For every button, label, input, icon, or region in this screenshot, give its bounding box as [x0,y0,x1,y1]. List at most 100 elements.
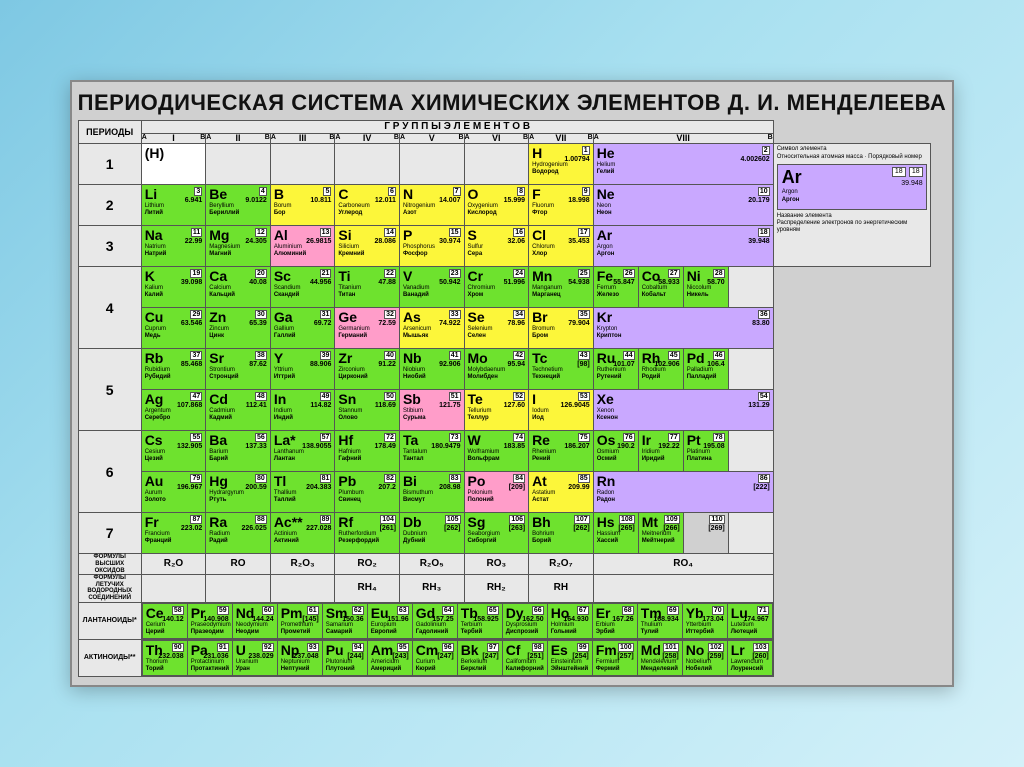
element-cell: V2350.942VanadiumВанадий [399,267,464,308]
element-cell: Pr59140.908PraseodymiumПразеодим [187,603,232,638]
element-cell: He24.002602HeliumГелий [593,144,773,185]
oxide-formula: RO₄ [593,554,773,575]
empty-cell [728,267,773,308]
element-cell: Bh107[262]BohriumБорий [529,513,594,554]
period-number: 4 [78,267,141,349]
empty-cell [728,431,773,472]
hydride-formula [141,575,206,602]
element-cell: Zr4091.22ZirconiumЦирконий [335,349,400,390]
element-cell: Es99[254]EinsteiniumЭйнштейний [547,640,592,675]
element-cell: Ir77192.22IridiumИридий [638,431,683,472]
element-cell: Pm61[145]PromethiumПрометий [277,603,322,638]
element-cell: Dy66162.50DysprosiumДиспрозий [502,603,547,638]
period-number: 6 [78,431,141,513]
period-number: 2 [78,185,141,226]
element-cell: Mn2554.938ManganumМарганец [529,267,594,308]
element-cell: Ca2040.08CalciumКальций [206,267,271,308]
hydride-formula: RH₃ [399,575,464,602]
element-cell: Tm69168.934ThuliumТулий [637,603,682,638]
element-cell: Li36.941LithiumЛитий [141,185,206,226]
element-cell: Fe2655.847FerrumЖелезо [593,267,638,308]
group-col: A VII B [529,134,594,144]
element-cell: Br3579.904BromumБром [529,308,594,349]
element-cell: Fm100[257]FermiumФермий [592,640,637,675]
hydride-label: ФОРМУЛЫ ЛЕТУЧИХ ВОДОРОДНЫХ СОЕДИНЕНИЙ [78,575,141,602]
element-cell: Cu2963.546CuprumМедь [141,308,206,349]
element-cell: 110[269] [683,513,728,554]
oxide-formula: RO [206,554,271,575]
oxide-formula: R₂O₇ [529,554,594,575]
element-cell: H11.00794HydrogeniumВодород [529,144,594,185]
element-cell: Kr3683.80KryptonКриптон [593,308,773,349]
element-cell: Ti2247.88TitaniumТитан [335,267,400,308]
element-cell: Co2758.933CobaltumКобальт [638,267,683,308]
element-cell: Pd46106.4PalladiumПалладий [683,349,728,390]
oxide-formula: R₂O₅ [399,554,464,575]
empty-cell [464,144,529,185]
empty-cell [206,144,271,185]
oxide-formula: RO₂ [335,554,400,575]
group-col: A I B [141,134,206,144]
element-cell: Re75186.207RheniumРений [529,431,594,472]
groups-header: Г Р У П П Ы Э Л Е М Е Н Т О В [141,121,773,134]
element-cell: Au79196.967AurumЗолото [141,472,206,513]
element-cell: Tb65158.925TerbiumТербий [457,603,502,638]
element-cell: Hs108[265]HassiumХассий [593,513,638,554]
oxide-formula: R₂O₃ [270,554,335,575]
element-cell: Bk97[247]BerkeliumБерклий [457,640,502,675]
element-cell: Cd48112.41CadmiumКадмий [206,390,271,431]
element-cell: Ga3169.72GalliumГаллий [270,308,335,349]
period-number: 1 [78,144,141,185]
element-cell: Hf72178.49HafniumГафний [335,431,400,472]
element-cell: Lr103[260]LawrenciumЛоуренсий [727,640,772,675]
element-cell: P1530.974PhosphorusФосфор [399,226,464,267]
element-cell: Ru44101.07RutheniumРутений [593,349,638,390]
element-cell: Sm62150.36SamariumСамарий [322,603,367,638]
element-cell: Os76190.2OsmiumОсмий [593,431,638,472]
element-cell: Pt78195.08PlatinumПлатина [683,431,728,472]
element-cell: Sg106[263]SeaborgiumСиборгий [464,513,529,554]
group-col: A IV B [335,134,400,144]
empty-cell [399,144,464,185]
element-cell: Cm96[247]CuriumКюрий [412,640,457,675]
element-cell: Pa91231.036ProtactiniumПротактиний [187,640,232,675]
element-cell: Rn86[222]RadonРадон [593,472,773,513]
element-cell: Bi83208.98BismuthumВисмут [399,472,464,513]
hydride-formula [206,575,271,602]
element-cell: Xe54131.29XenonКсенон [593,390,773,431]
period-number: 3 [78,226,141,267]
element-cell: Hg80200.59HydrargyrumРтуть [206,472,271,513]
element-cell: Ce58140.12CeriumЦерий [142,603,187,638]
element-cell: Tc43[98]TechnetiumТехнеций [529,349,594,390]
element-cell: U92238.029UraniumУран [232,640,277,675]
element-cell: Ac**89227.028ActiniumАктиний [270,513,335,554]
element-cell: Ni2858.70NiccolumНикель [683,267,728,308]
element-cell: In49114.82IndiumИндий [270,390,335,431]
element-cell: Al1326.9815AluminiumАлюминий [270,226,335,267]
element-cell: As3374.922ArsenicumМышьяк [399,308,464,349]
element-cell: Rb3785.468RubidiumРубидий [141,349,206,390]
period-number: 7 [78,513,141,554]
element-cell: Sc2144.956ScandiumСкандий [270,267,335,308]
element-cell: Yb70173.04YtterbiumИттербий [682,603,727,638]
group-col: A V B [399,134,464,144]
element-cell: O815.999OxygeniumКислород [464,185,529,226]
lanthanides-label: ЛАНТАНОИДЫ* [78,602,141,639]
hydride-formula: RH₄ [335,575,400,602]
element-cell: Db105[262]DubniumДубний [399,513,464,554]
hydride-formula: RH [529,575,594,602]
element-cell: Y3988.906YttriumИттрий [270,349,335,390]
element-cell: F918.998FluorumФтор [529,185,594,226]
element-cell: Rf104[261]RutherfordiumРезерфордий [335,513,400,554]
element-cell: Ta73180.9479TantalumТантал [399,431,464,472]
oxide-formula: RO₃ [464,554,529,575]
element-cell: Cs55132.905CesiumЦезий [141,431,206,472]
element-cell: No102[259]NobeliumНобелий [682,640,727,675]
group-col: A II B [206,134,271,144]
empty-cell [335,144,400,185]
element-cell: Sb51121.75StibiumСурьма [399,390,464,431]
element-cell: Sr3887.62StrontiumСтронций [206,349,271,390]
element-cell: Md101[258]MendeleviumМенделевий [637,640,682,675]
element-cell: Zn3065.39ZincumЦинк [206,308,271,349]
element-cell: Ge3272.59GermaniumГерманий [335,308,400,349]
